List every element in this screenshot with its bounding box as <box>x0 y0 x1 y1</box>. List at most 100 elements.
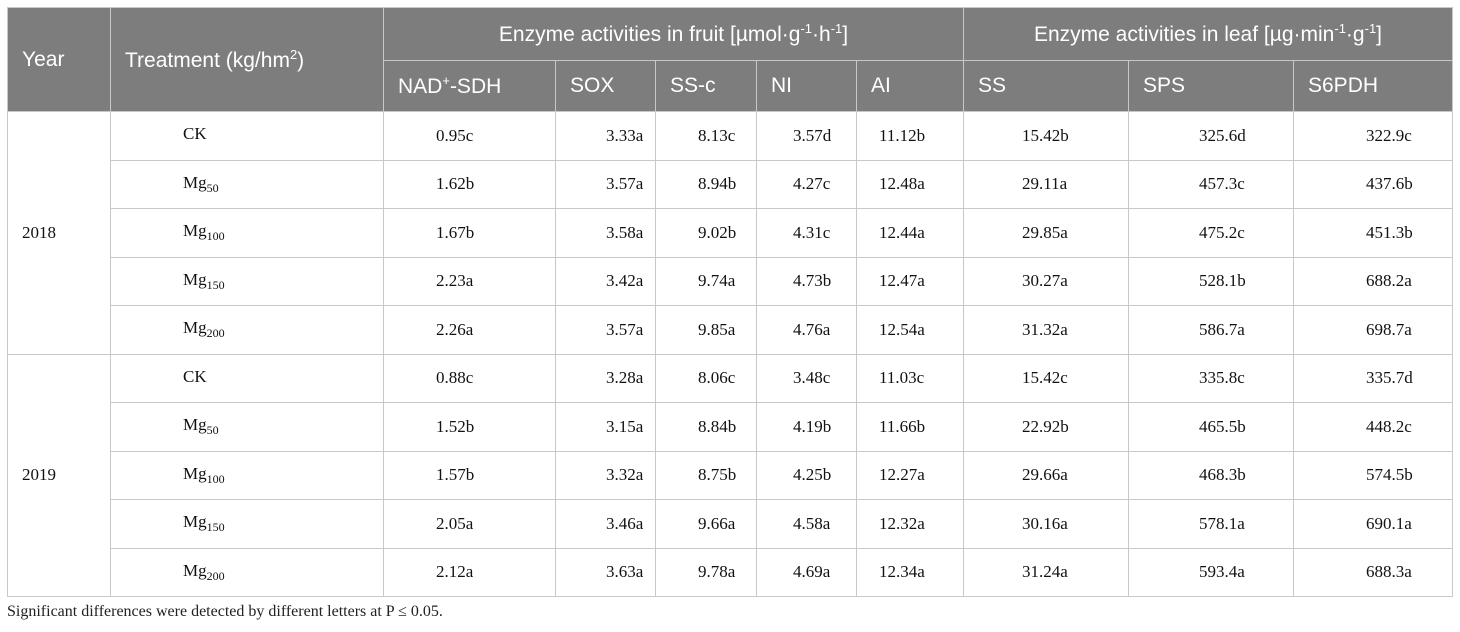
value-cell-ni: 4.31c <box>756 208 857 258</box>
treatment-subscript: 150 <box>206 277 225 292</box>
value-cell-sps: 586.7a <box>1128 305 1294 355</box>
value-cell-ss-c: 8.84b <box>655 402 757 452</box>
table-row: Mg100 1.67b 3.58a 9.02b 4.31c 12.44a 29.85a 475… <box>8 208 1453 258</box>
value-cell-ni: 3.48c <box>756 353 857 403</box>
value-cell-sps: 335.8c <box>1128 353 1294 403</box>
treatment-subscript: 50 <box>206 423 219 438</box>
value-cell-ni: 4.27c <box>756 159 857 209</box>
value-cell-nad-sdh: 1.67b <box>383 208 556 258</box>
treatment-cell: Mg100 <box>110 450 384 500</box>
value-cell-nad-sdh: 0.88c <box>383 353 556 403</box>
treatment-base: CK <box>183 366 207 386</box>
value-cell-nad-sdh: 1.52b <box>383 402 556 452</box>
value-cell-sps: 468.3b <box>1128 450 1294 500</box>
enzyme-activity-table: Year Treatment (kg/hm2) Enzyme activitie… <box>7 7 1453 597</box>
value-cell-ss-c: 9.66a <box>655 499 757 549</box>
value-cell-sps: 465.5b <box>1128 402 1294 452</box>
value-cell-ss-c: 8.75b <box>655 450 757 500</box>
value-cell-ni: 4.25b <box>756 450 857 500</box>
value-cell-sox: 3.57a <box>555 305 656 355</box>
value-cell-ni: 4.58a <box>756 499 857 549</box>
table-body: 2018 CK 0.95c 3.33a 8.13c 3.57d 11.12b 15.42b 32… <box>7 111 1453 597</box>
value-cell-s6pdh: 448.2c <box>1293 402 1453 452</box>
value-cell-ai: 11.12b <box>856 111 964 161</box>
value-cell-nad-sdh: 1.62b <box>383 159 556 209</box>
value-cell-ss: 15.42c <box>963 353 1129 403</box>
header-leaf-group: Enzyme activities in leaf [µg·min-1·g-1] <box>963 7 1453 61</box>
value-cell-ss-c: 8.06c <box>655 353 757 403</box>
header-sox: SOX <box>555 60 656 112</box>
value-cell-nad-sdh: 2.05a <box>383 499 556 549</box>
value-cell-ni: 4.76a <box>756 305 857 355</box>
treatment-subscript: 200 <box>206 326 225 341</box>
value-cell-s6pdh: 451.3b <box>1293 208 1453 258</box>
treatment-base: Mg <box>183 560 207 580</box>
value-cell-nad-sdh: 1.57b <box>383 450 556 500</box>
treatment-subscript: 150 <box>206 520 225 535</box>
value-cell-sox: 3.33a <box>555 111 656 161</box>
treatment-cell: Mg150 <box>110 499 384 549</box>
table-row: 2018 CK 0.95c 3.33a 8.13c 3.57d 11.12b 15.42b 32… <box>7 111 1453 355</box>
table-row: Mg50 1.52b 3.15a 8.84b 4.19b 11.66b 22.92b 465.… <box>8 402 1453 452</box>
value-cell-ss-c: 8.94b <box>655 159 757 209</box>
header-treatment: Treatment (kg/hm2) <box>110 7 384 112</box>
treatment-base: Mg <box>183 463 207 483</box>
treatment-cell: Mg50 <box>110 159 384 209</box>
value-cell-ss: 22.92b <box>963 402 1129 452</box>
header-fruit-group: Enzyme activities in fruit [µmol·g-1·h-1… <box>383 7 964 61</box>
value-cell-sox: 3.46a <box>555 499 656 549</box>
value-cell-sox: 3.15a <box>555 402 656 452</box>
value-cell-ss: 31.24a <box>963 547 1129 597</box>
table-row: Mg200 2.12a 3.63a 9.78a 4.69a 12.34a 31.24a 593… <box>8 547 1453 597</box>
treatment-subscript: 50 <box>206 180 219 195</box>
header-ni: NI <box>756 60 857 112</box>
header-ai: AI <box>856 60 964 112</box>
value-cell-sps: 457.3c <box>1128 159 1294 209</box>
value-cell-ai: 12.47a <box>856 256 964 306</box>
value-cell-ss-c: 9.78a <box>655 547 757 597</box>
value-cell-ss-c: 8.13c <box>655 111 757 161</box>
value-cell-sps: 475.2c <box>1128 208 1294 258</box>
value-cell-ss-c: 9.74a <box>655 256 757 306</box>
year-cell: 2019 <box>7 353 111 597</box>
footnote: Significant differences were detected by… <box>7 603 443 620</box>
header-ss: SS <box>963 60 1129 112</box>
value-cell-ss-c: 9.02b <box>655 208 757 258</box>
value-cell-nad-sdh: 2.26a <box>383 305 556 355</box>
value-cell-s6pdh: 335.7d <box>1293 353 1453 403</box>
value-cell-ss: 29.85a <box>963 208 1129 258</box>
table-row: Mg200 2.26a 3.57a 9.85a 4.76a 12.54a 31.32a 586… <box>8 305 1453 355</box>
value-cell-ss: 29.66a <box>963 450 1129 500</box>
treatment-cell: Mg200 <box>110 305 384 355</box>
treatment-cell: Mg200 <box>110 547 384 597</box>
header-ss-c: SS-c <box>655 60 757 112</box>
value-cell-ai: 12.54a <box>856 305 964 355</box>
value-cell-sps: 325.6d <box>1128 111 1294 161</box>
value-cell-sox: 3.28a <box>555 353 656 403</box>
header-year: Year <box>7 7 111 112</box>
treatment-cell: CK <box>110 353 384 403</box>
treatment-base: Mg <box>183 269 207 289</box>
value-cell-s6pdh: 437.6b <box>1293 159 1453 209</box>
value-cell-sps: 578.1a <box>1128 499 1294 549</box>
value-cell-s6pdh: 322.9c <box>1293 111 1453 161</box>
table-row: Mg150 2.05a 3.46a 9.66a 4.58a 12.32a 30.16a 578… <box>8 499 1453 549</box>
value-cell-ai: 12.34a <box>856 547 964 597</box>
table-row: 2019 CK 0.88c 3.28a 8.06c 3.48c 11.03c 15.42c 33… <box>7 353 1453 597</box>
value-cell-nad-sdh: 2.12a <box>383 547 556 597</box>
header-s6pdh: S6PDH <box>1293 60 1453 112</box>
value-cell-sox: 3.42a <box>555 256 656 306</box>
table-row: Mg100 1.57b 3.32a 8.75b 4.25b 12.27a 29.66a 468… <box>8 450 1453 500</box>
value-cell-ss: 15.42b <box>963 111 1129 161</box>
treatment-base: Mg <box>183 512 207 532</box>
value-cell-sox: 3.58a <box>555 208 656 258</box>
value-cell-ss: 29.11a <box>963 159 1129 209</box>
value-cell-s6pdh: 574.5b <box>1293 450 1453 500</box>
table-row: Mg50 1.62b 3.57a 8.94b 4.27c 12.48a 29.11a 457.… <box>8 159 1453 209</box>
value-cell-ai: 12.27a <box>856 450 964 500</box>
value-cell-ni: 3.57d <box>756 111 857 161</box>
value-cell-ai: 12.48a <box>856 159 964 209</box>
header-sps: SPS <box>1128 60 1294 112</box>
value-cell-ni: 4.73b <box>756 256 857 306</box>
value-cell-sps: 593.4a <box>1128 547 1294 597</box>
